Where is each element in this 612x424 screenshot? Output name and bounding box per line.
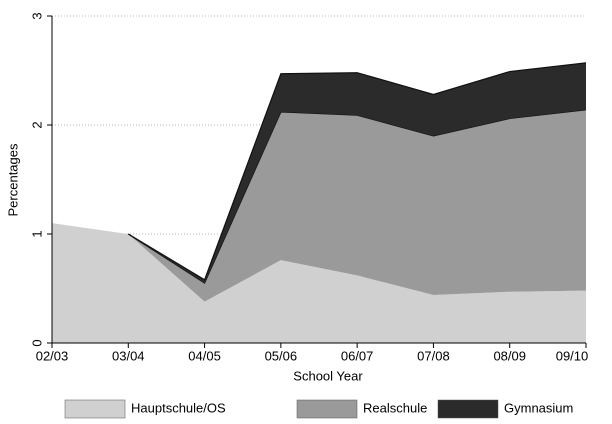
x-tick-label: 07/08 [417, 348, 450, 363]
legend-swatch [296, 399, 358, 419]
y-tick-label: 1 [29, 230, 44, 237]
x-tick-label: 05/06 [265, 348, 298, 363]
y-tick-label: 2 [29, 121, 44, 128]
area [52, 223, 586, 343]
area [128, 62, 587, 284]
legend-label: Gymnasium [504, 400, 573, 415]
area [128, 109, 587, 302]
y-tick-label: 0 [29, 339, 44, 346]
x-tick-label: 08/09 [493, 348, 526, 363]
x-tick-label: 04/05 [188, 348, 221, 363]
legend-swatch [64, 399, 126, 419]
x-tick-label: 09/10 [556, 348, 589, 363]
legend-label: Realschule [363, 400, 427, 415]
x-tick-label: 06/07 [341, 348, 374, 363]
x-tick-label: 03/04 [112, 348, 145, 363]
x-tick-label: 02/03 [36, 348, 69, 363]
area-edge [127, 62, 587, 281]
x-axis-title: School Year [293, 368, 363, 383]
y-tick-label: 3 [29, 12, 44, 19]
y-axis-title: Percentages [5, 143, 20, 216]
legend-swatch [437, 399, 499, 419]
legend-label: Hauptschule/OS [131, 400, 226, 415]
